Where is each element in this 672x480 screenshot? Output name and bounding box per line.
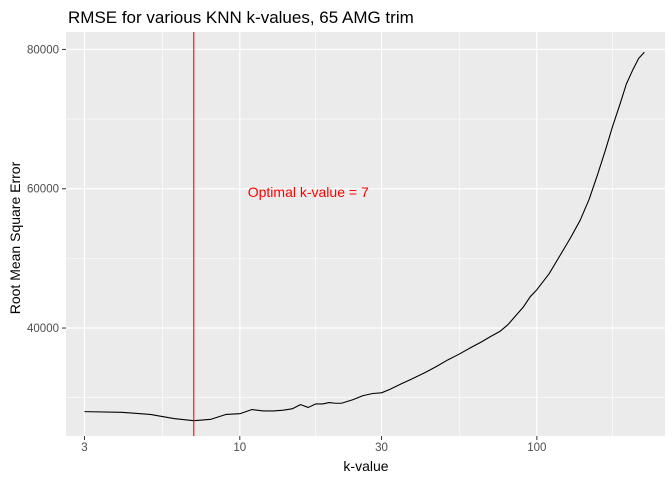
x-tick-label: 30 <box>375 442 388 454</box>
y-tick-label: 40000 <box>27 323 59 335</box>
rmse-series-line <box>84 51 645 422</box>
x-axis-title: k-value <box>343 458 388 474</box>
x-tick-label: 100 <box>527 442 546 454</box>
x-tick-label: 10 <box>233 442 246 454</box>
y-tick-label: 80000 <box>27 44 59 56</box>
x-tick-label: 3 <box>81 442 87 454</box>
optimal-k-annotation: Optimal k-value = 7 <box>248 184 369 200</box>
y-axis-title: Root Mean Square Error <box>7 161 23 314</box>
plot-panel: Optimal k-value = 7 <box>66 32 665 436</box>
panel-background <box>66 32 665 436</box>
y-tick-label: 60000 <box>27 184 59 196</box>
chart-title: RMSE for various KNN k-values, 65 AMG tr… <box>68 8 414 27</box>
